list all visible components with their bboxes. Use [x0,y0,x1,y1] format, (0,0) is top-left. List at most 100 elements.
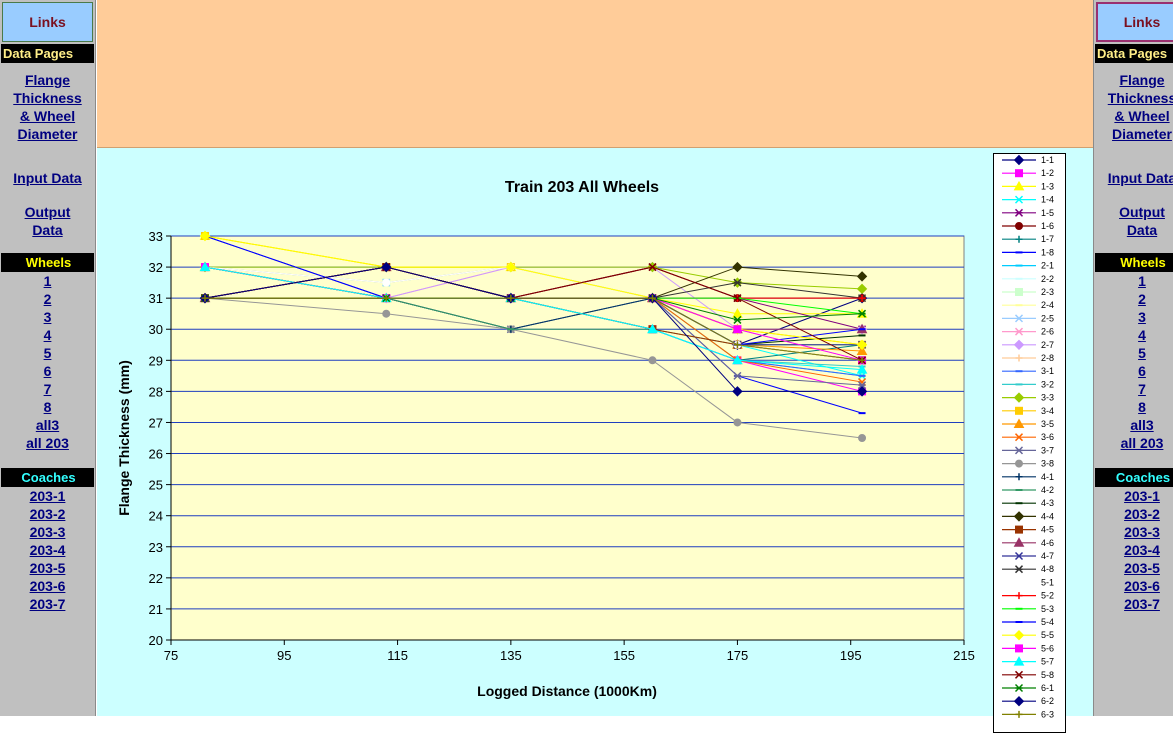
wheel-links: 1 2 3 4 5 6 7 8 all3 all 203 [0,272,95,452]
wheel-link[interactable]: 8 [1138,399,1146,415]
coach-link[interactable]: 203-5 [1124,560,1160,576]
y-tick-label: 22 [149,571,163,586]
data-point [648,356,657,365]
data-point [858,294,866,302]
plot-area [170,235,965,641]
wheel-link[interactable]: all3 [35,417,60,433]
output-data-link[interactable]: Output Data [1094,203,1173,239]
legend-label: 2-8 [1041,353,1054,363]
x-axis-label: Logged Distance (1000Km) [477,683,657,699]
legend-entry: 2-4 [1002,300,1054,310]
wheel-link[interactable]: 2 [1138,291,1146,307]
data-point [733,294,742,303]
data-point [382,278,391,287]
legend-label: 3-3 [1041,393,1054,403]
data-pages-title: Data Pages [1095,44,1173,63]
legend-entry: 4-5 [1002,525,1054,535]
coach-link[interactable]: 203-3 [29,524,66,540]
wheel-link[interactable]: 6 [1138,363,1146,379]
legend-label: 2-3 [1041,287,1054,297]
data-point [732,261,743,273]
legend-label: 1-2 [1041,168,1054,178]
legend-label: 4-8 [1041,564,1054,574]
wheel-link[interactable]: 5 [1138,345,1146,361]
flange-thickness-link[interactable]: Flange Thickness & Wheel Diameter [0,71,95,143]
wheel-link[interactable]: 2 [43,291,52,307]
wheel-link[interactable]: 8 [43,399,52,415]
coach-link[interactable]: 203-6 [29,578,66,594]
coach-link[interactable]: 203-2 [29,506,66,522]
flange-thickness-link[interactable]: Flange Thickness & Wheel Diameter [1094,71,1173,143]
y-tick-label: 24 [149,509,163,524]
wheel-link[interactable]: all 203 [1120,435,1164,451]
data-point [858,378,867,387]
legend-entry: 5-6 [1002,643,1054,653]
flange-link-line: Thickness [1107,90,1173,106]
y-tick-label: 20 [149,633,163,648]
coach-link[interactable]: 203-4 [1124,542,1160,558]
legend-marker [1013,392,1025,403]
data-point [733,371,742,380]
legend-label: 5-7 [1041,657,1054,667]
coach-links: 203-1 203-2 203-3 203-4 203-5 203-6 203-… [0,487,95,613]
legend-marker [1015,169,1023,178]
legend-entry: 2-5 [1002,313,1054,323]
coach-link[interactable]: 203-2 [1124,506,1160,522]
y-tick-label: 31 [149,291,163,306]
legend-label: 2-1 [1041,261,1054,271]
legend-entry: 5-7 [1002,656,1054,667]
legend-marker [1014,314,1024,323]
input-data-link[interactable]: Input Data [1107,170,1173,186]
coach-link[interactable]: 203-1 [29,488,66,504]
data-point [856,386,868,397]
coach-link[interactable]: 203-5 [29,560,66,576]
left-sidebar: Links Data Pages Flange Thickness & Whee… [0,0,96,716]
legend-entry: 1-3 [1002,180,1054,191]
wheel-link[interactable]: 5 [43,345,52,361]
wheel-link[interactable]: 4 [1138,327,1146,343]
wheel-link[interactable]: all3 [1130,417,1154,433]
x-tick-label: 215 [953,648,975,663]
output-data-link[interactable]: Output Data [0,203,95,239]
legend-marker [1013,695,1025,707]
wheel-link[interactable]: all 203 [26,435,69,451]
wheel-link[interactable]: 7 [43,381,52,397]
legend-entry: 5-1 [1002,577,1054,587]
series-line [204,266,863,371]
wheel-link[interactable]: 1 [1138,273,1146,289]
coach-link[interactable]: 203-3 [1124,524,1160,540]
coach-link[interactable]: 203-4 [29,542,66,558]
series-line [204,297,863,361]
coach-link[interactable]: 203-7 [1124,596,1160,612]
coach-link[interactable]: 203-7 [29,596,66,612]
data-point [505,261,517,273]
input-data-link[interactable]: Input Data [13,170,82,186]
legend-entry: 3-2 [1002,379,1054,389]
legend-entry: 5-2 [1002,591,1054,601]
data-point [732,308,743,318]
legend-marker [1015,473,1023,481]
data-point [856,283,868,295]
wheel-link[interactable]: 7 [1138,381,1146,397]
data-point [733,325,742,334]
legend-label: 1-7 [1041,234,1054,244]
wheel-link[interactable]: 3 [43,309,52,325]
wheel-link[interactable]: 1 [43,273,52,289]
legend-marker [1014,208,1024,217]
wheel-link[interactable]: 6 [43,363,52,379]
flange-link-line: Diameter [1112,126,1172,142]
coach-link[interactable]: 203-6 [1124,578,1160,594]
legend-marker [1015,525,1023,534]
x-tick-label: 75 [164,648,178,663]
wheel-link[interactable]: 3 [1138,309,1146,325]
output-link-line: Output [1119,204,1165,220]
coach-link[interactable]: 203-1 [1124,488,1160,504]
y-tick-label: 23 [149,540,163,555]
legend-label: 2-7 [1041,340,1054,350]
wheel-link[interactable]: 4 [43,327,52,343]
legend-label: 5-5 [1041,630,1054,640]
y-tick-label: 26 [149,447,163,462]
chart-legend: 1-1 1-2 1-3 1-4 1-5 1-6 1-7 1-8 2-1 2-2 2-3 2-4 2-5 2… [993,153,1066,733]
legend-label: 5-2 [1041,591,1054,601]
legend-entry: 3-5 [1002,418,1054,429]
